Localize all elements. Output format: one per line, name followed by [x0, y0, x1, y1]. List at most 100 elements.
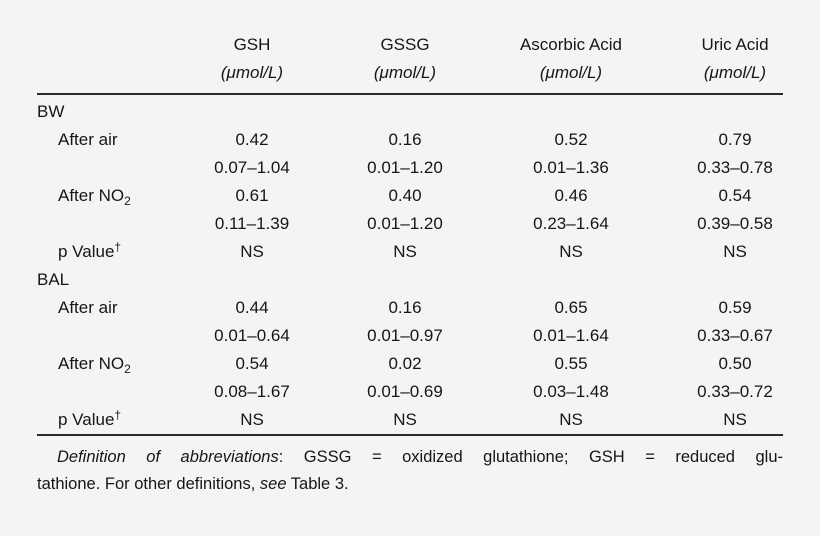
table-row-bal-after-no2: After NO2 0.54 0.02 0.55 0.50	[37, 350, 783, 378]
table-row-bw-after-no2-range: 0.11–1.39 0.01–1.20 0.23–1.64 0.39–0.58	[37, 210, 783, 238]
paper-table: GSH (μmol/L) GSSG (μmol/L) Ascorbic Acid…	[37, 31, 783, 493]
table-cell	[455, 266, 687, 294]
see-label: see	[259, 475, 287, 493]
table-cell: 0.39–0.58	[697, 214, 773, 233]
table-cell: 0.65	[554, 298, 588, 317]
row-label: p Value†	[37, 406, 149, 434]
row-label: After air	[37, 126, 149, 154]
row-label	[37, 378, 149, 406]
row-label-text: After NO	[58, 186, 125, 205]
table-cell	[149, 266, 355, 294]
footnote-text: : GSSG = oxidized glutathione; GSH = red…	[278, 448, 783, 466]
table-cell: 0.42	[235, 130, 269, 149]
table-cell: 0.01–1.20	[367, 214, 443, 233]
table-cell: NS	[559, 242, 583, 261]
column-name: GSSG	[380, 35, 430, 54]
table-top-rule	[37, 93, 783, 95]
table-cell: 0.11–1.39	[214, 214, 290, 233]
row-label: After air	[37, 294, 149, 322]
section-label: BW	[37, 102, 65, 121]
table-cell	[149, 98, 355, 126]
table-cell: 0.52	[554, 130, 588, 149]
table-row-bal-after-air: After air 0.44 0.16 0.65 0.59	[37, 294, 783, 322]
table-cell: NS	[393, 410, 417, 429]
table-cell	[355, 98, 455, 126]
column-unit: (μmol/L)	[539, 63, 603, 82]
table-cell: NS	[723, 410, 747, 429]
table-row-bal-p-value: p Value† NS NS NS NS	[37, 406, 783, 434]
table-row-bw-after-air: After air 0.42 0.16 0.52 0.79	[37, 126, 783, 154]
table-cell: 0.44	[235, 298, 269, 317]
table-cell: 0.01–1.20	[367, 158, 443, 177]
table-cell: 0.07–1.04	[214, 158, 290, 177]
table-cell: NS	[559, 410, 583, 429]
column-name: GSH	[233, 35, 271, 54]
row-label-text: After NO	[58, 354, 125, 373]
table-header-row: GSH (μmol/L) GSSG (μmol/L) Ascorbic Acid…	[37, 31, 783, 87]
table-cell: NS	[240, 410, 264, 429]
table-body: BW After air 0.42 0.16 0.52 0.79 0.07–1.…	[37, 95, 783, 434]
table-cell: 0.33–0.67	[697, 326, 773, 345]
section-row-bal: BAL	[37, 266, 783, 294]
table-cell: 0.54	[718, 186, 752, 205]
dagger-superscript: †	[114, 240, 122, 254]
table-cell: 0.01–0.64	[214, 326, 290, 345]
section-row-bw: BW	[37, 98, 783, 126]
row-label-text: After air	[58, 298, 118, 317]
table-cell	[687, 266, 783, 294]
table-cell: NS	[393, 242, 417, 261]
row-label	[37, 154, 149, 182]
column-header-ascorbic-acid: Ascorbic Acid (μmol/L)	[455, 31, 687, 87]
footnote-text: tathione. For other definitions,	[37, 475, 260, 493]
table-row-bal-after-no2-range: 0.08–1.67 0.01–0.69 0.03–1.48 0.33–0.72	[37, 378, 783, 406]
row-label-text: After air	[58, 130, 118, 149]
table-cell: 0.08–1.67	[214, 382, 290, 401]
table-cell: 0.54	[235, 354, 269, 373]
column-unit: (μmol/L)	[373, 63, 437, 82]
column-name: Uric Acid	[701, 35, 769, 54]
header-spacer	[37, 31, 149, 87]
subscript: 2	[124, 362, 131, 376]
table-row-bw-after-no2: After NO2 0.61 0.40 0.46 0.54	[37, 182, 783, 210]
row-label: After NO2	[37, 182, 149, 210]
abbreviations-label: Definition of abbreviations	[57, 448, 279, 466]
column-unit: (μmol/L)	[220, 63, 284, 82]
table-row-bw-after-air-range: 0.07–1.04 0.01–1.20 0.01–1.36 0.33–0.78	[37, 154, 783, 182]
column-header-gsh: GSH (μmol/L)	[149, 31, 355, 87]
table-cell: 0.01–0.97	[367, 326, 443, 345]
subscript: 2	[124, 194, 131, 208]
table-row-bw-p-value: p Value† NS NS NS NS	[37, 238, 783, 266]
dagger-superscript: †	[114, 408, 122, 422]
table-cell	[687, 98, 783, 126]
footnote-text: Table 3.	[286, 475, 349, 493]
table-cell: 0.50	[718, 354, 752, 373]
row-label: After NO2	[37, 350, 149, 378]
column-name: Ascorbic Acid	[519, 35, 623, 54]
table-cell: 0.55	[554, 354, 588, 373]
table-cell: 0.40	[388, 186, 422, 205]
row-label-text: p Value	[58, 410, 115, 429]
table-cell: 0.16	[388, 298, 422, 317]
table-cell: 0.46	[554, 186, 588, 205]
table-cell: 0.79	[718, 130, 752, 149]
table-cell: 0.61	[235, 186, 269, 205]
table-cell: 0.02	[388, 354, 422, 373]
table-cell: 0.23–1.64	[533, 214, 609, 233]
table-row-bal-after-air-range: 0.01–0.64 0.01–0.97 0.01–1.64 0.33–0.67	[37, 322, 783, 350]
row-label-text: p Value	[58, 242, 115, 261]
table-cell: 0.01–0.69	[367, 382, 443, 401]
table-cell: 0.59	[718, 298, 752, 317]
table-cell: NS	[240, 242, 264, 261]
section-label: BAL	[37, 270, 70, 289]
table-cell: 0.03–1.48	[533, 382, 609, 401]
row-label	[37, 322, 149, 350]
row-label	[37, 210, 149, 238]
table-cell	[355, 266, 455, 294]
footnote-line-1: Definition of abbreviations: GSSG = oxid…	[37, 444, 783, 471]
table-bottom-rule	[37, 434, 783, 436]
column-header-uric-acid: Uric Acid (μmol/L)	[687, 31, 783, 87]
table-cell: NS	[723, 242, 747, 261]
column-header-gssg: GSSG (μmol/L)	[355, 31, 455, 87]
row-label: p Value†	[37, 238, 149, 266]
table-cell: 0.01–1.36	[533, 158, 609, 177]
